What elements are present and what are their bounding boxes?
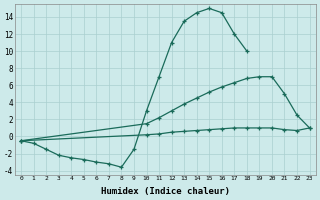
X-axis label: Humidex (Indice chaleur): Humidex (Indice chaleur): [101, 187, 230, 196]
